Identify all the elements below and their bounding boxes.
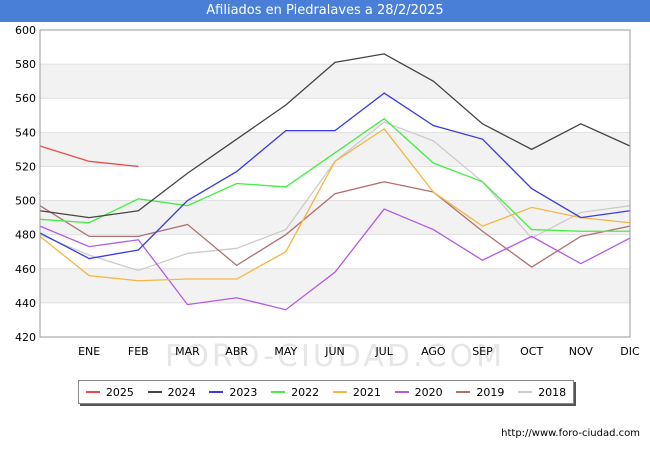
y-tick-label: 540 [15, 126, 36, 139]
x-tick-label: JUL [374, 345, 393, 358]
legend-label: 2020 [414, 385, 443, 399]
legend-item-2019: 2019 [456, 386, 504, 399]
footer-url: http://www.foro-ciudad.com [501, 428, 640, 439]
y-tick-label: 460 [15, 263, 36, 276]
y-tick-label: 420 [15, 331, 36, 344]
series-line-2023 [39, 92, 631, 260]
series-group [39, 53, 631, 311]
legend-swatch [456, 391, 471, 393]
legend-label: 2024 [167, 385, 196, 399]
x-tick-label: ENE [78, 345, 100, 358]
y-tick-label: 500 [15, 195, 36, 208]
series-line-2020 [39, 208, 631, 311]
legend-item-2021: 2021 [332, 385, 381, 399]
y-axis-ticks: 420 440 460 480 500 520 540 560 580 600 [15, 24, 36, 344]
series-line-2022 [39, 117, 630, 232]
legend-item-2018: 2018 [518, 386, 566, 399]
legend-swatch [394, 391, 409, 393]
plot-frame [39, 29, 631, 338]
series-line-2021 [39, 128, 631, 282]
legend-swatch [518, 391, 533, 393]
chart-title: Afiliados en Piedralaves a 28/2/2025 [0, 0, 650, 22]
x-tick-label: MAR [175, 345, 200, 358]
y-tick-label: 440 [15, 297, 36, 310]
legend-label: 2022 [291, 385, 320, 399]
legend-label: 2018 [538, 385, 567, 399]
legend-swatch [85, 391, 100, 393]
legend-item-2025: 2025 [85, 385, 134, 399]
legend-swatch [332, 391, 347, 393]
y-tick-label: 580 [15, 58, 36, 71]
legend-swatch [271, 391, 286, 393]
legend-item-2023: 2023 [209, 386, 257, 399]
x-tick-label: NOV [569, 345, 594, 358]
x-tick-label: OCT [520, 345, 543, 358]
y-tick-label: 560 [15, 92, 36, 105]
x-tick-label: FEB [128, 345, 149, 358]
x-tick-label: AGO [421, 345, 446, 358]
grid-lines [40, 29, 630, 338]
x-tick-label: SEP [472, 345, 493, 358]
legend-item-2024: 2024 [147, 385, 196, 399]
y-tick-label: 520 [15, 160, 36, 173]
legend-label: 2021 [352, 385, 381, 399]
x-tick-label: DIC [620, 345, 640, 358]
plot-band [40, 268, 630, 303]
legend-label: 2023 [229, 385, 258, 399]
series-line-2025 [39, 145, 139, 168]
legend: 2025 2024 2023 2022 2021 2020 2019 2018 [78, 380, 574, 404]
x-tick-label: MAY [274, 345, 297, 358]
x-tick-label: ABR [225, 345, 248, 358]
legend-swatch [147, 391, 162, 393]
x-tick-label: JUN [324, 345, 345, 358]
legend-item-2020: 2020 [394, 385, 443, 399]
series-line-2024 [39, 53, 631, 219]
legend-label: 2019 [476, 385, 505, 399]
x-axis-ticks: ENE FEB MAR ABR MAY JUN JUL AGO SEP OCT NOV DIC [78, 345, 640, 358]
legend-swatch [209, 391, 224, 393]
plot-band [40, 64, 630, 99]
legend-item-2022: 2022 [271, 386, 319, 399]
series-line-2019 [39, 181, 631, 268]
y-tick-label: 600 [15, 24, 36, 37]
y-tick-label: 480 [15, 229, 36, 242]
watermark: FORO-CIUDAD.COM [165, 339, 505, 374]
legend-label: 2025 [105, 385, 134, 399]
